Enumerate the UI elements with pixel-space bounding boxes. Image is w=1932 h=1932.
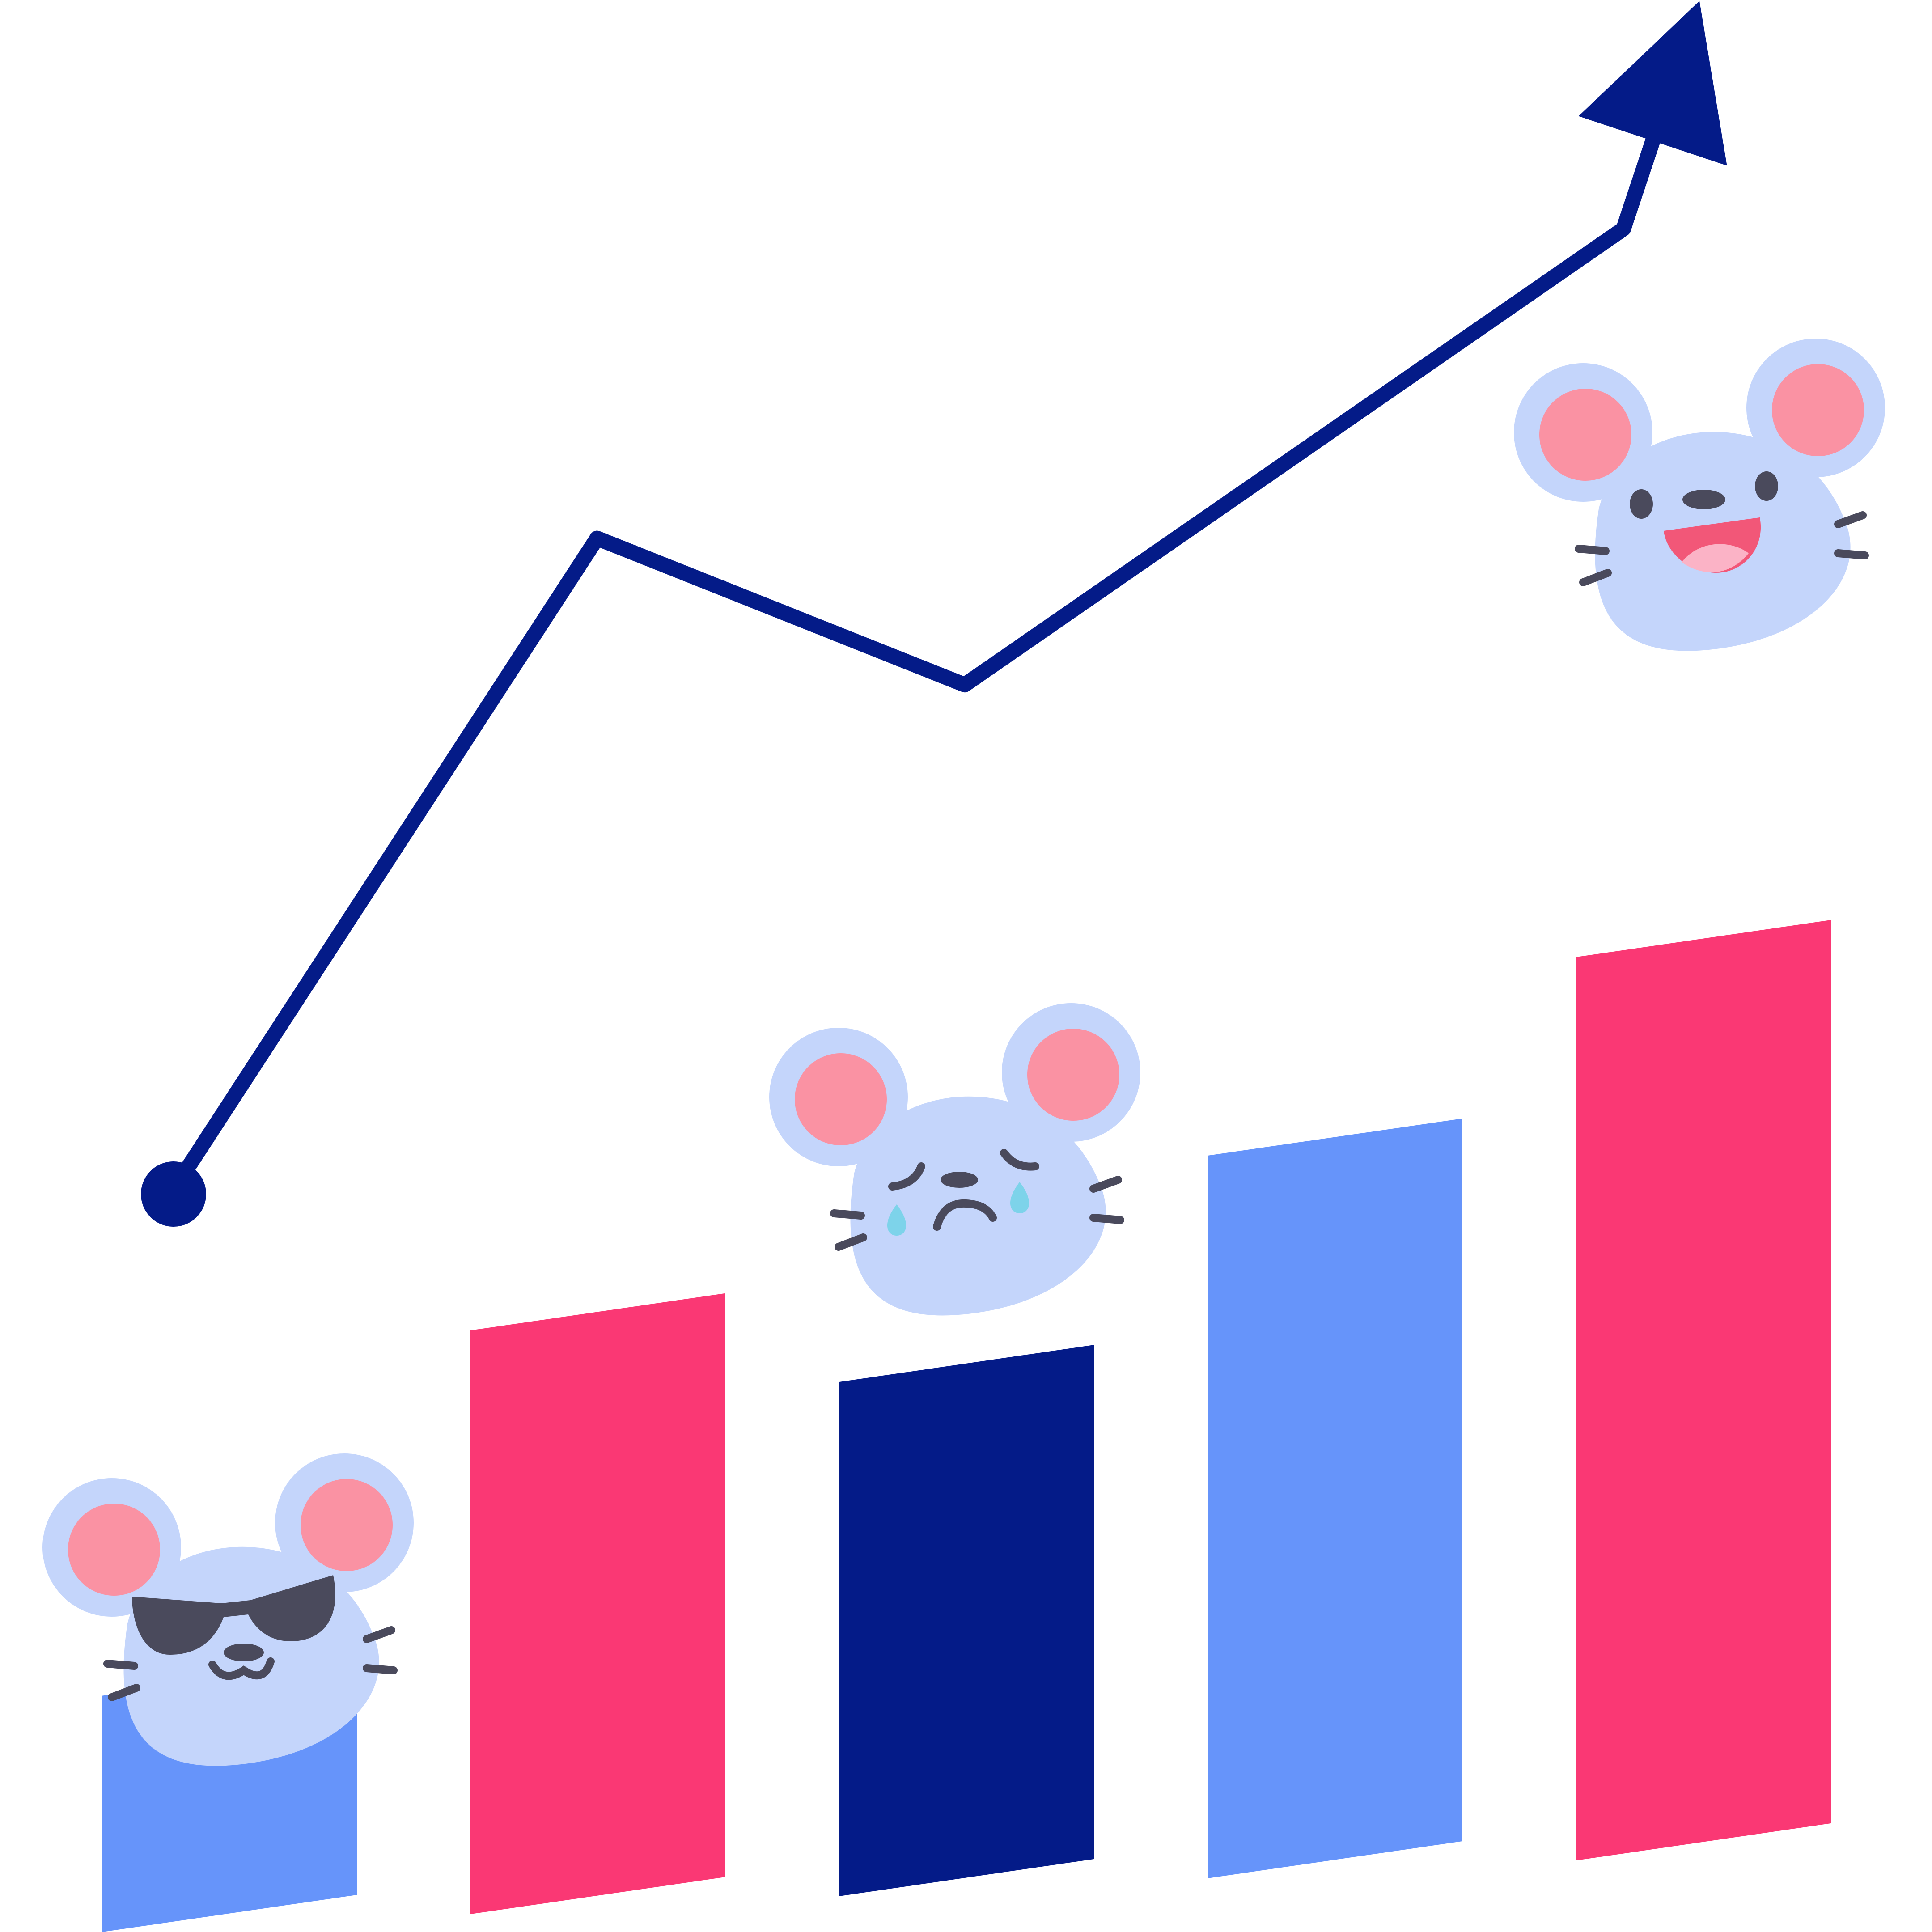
right-ear-inner: [1772, 364, 1864, 456]
mouse-sunglasses-icon: [42, 1453, 414, 1766]
smile-mouth: [208, 1657, 275, 1680]
right-ear-inner: [301, 1479, 393, 1571]
nose: [1682, 490, 1725, 509]
right-tear-icon: [1010, 1182, 1029, 1213]
trend-start-dot: [141, 1161, 206, 1227]
whisker: [1834, 549, 1869, 559]
whisker: [835, 1233, 867, 1251]
sunglasses-icon: [132, 1575, 335, 1655]
whisker: [1089, 1176, 1122, 1193]
left-eye: [1630, 489, 1653, 519]
whisker: [1089, 1214, 1124, 1224]
trend-arrowhead-icon: [1578, 1, 1727, 166]
bar-5: [1576, 920, 1831, 1860]
left-eye-closed: [888, 1162, 925, 1191]
left-ear-inner: [795, 1053, 887, 1145]
whisker: [1575, 545, 1610, 555]
whisker: [363, 1664, 398, 1674]
whisker: [830, 1209, 865, 1220]
nose: [224, 1644, 264, 1661]
bar-4: [1208, 1119, 1462, 1878]
trend-line: [166, 86, 1676, 1197]
left-tear-icon: [887, 1204, 906, 1236]
right-eye: [1755, 471, 1778, 501]
nose: [941, 1172, 978, 1188]
mouse-crying-icon: [769, 1003, 1140, 1316]
whisker: [363, 1626, 395, 1643]
trend-line-group: [141, 1, 1727, 1227]
tongue: [1682, 544, 1749, 572]
whisker: [1834, 511, 1867, 528]
right-ear-inner: [1027, 1029, 1119, 1121]
left-ear-inner: [1539, 389, 1631, 481]
whisker: [108, 1684, 140, 1701]
bars-group: [102, 920, 1831, 1932]
frown-mouth: [933, 1199, 997, 1231]
mascots-group: [42, 339, 1885, 1766]
whisker: [103, 1660, 138, 1670]
right-eye-closed: [1000, 1149, 1039, 1171]
whisker: [1579, 569, 1612, 586]
bar-2: [470, 1293, 725, 1914]
left-ear-inner: [68, 1504, 160, 1596]
mouse-happy-icon: [1514, 339, 1885, 651]
bar-3: [839, 1345, 1094, 1896]
